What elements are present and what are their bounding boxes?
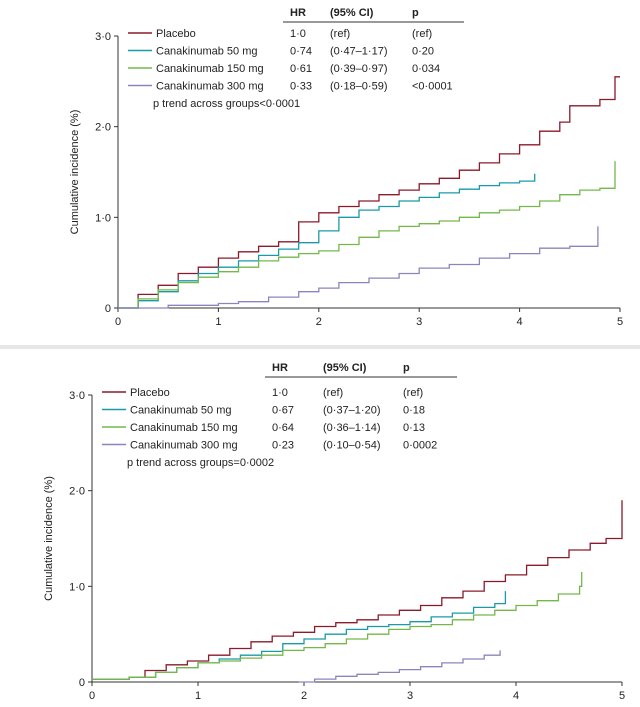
- series-line-placebo: [118, 76, 620, 309]
- legend-ci: (0·47–1·17): [330, 46, 387, 58]
- y-tick-label: 0: [105, 303, 111, 315]
- legend-label: Canakinumab 150 mg: [130, 422, 238, 434]
- legend-ci: (0·37–1·20): [323, 405, 380, 417]
- y-tick-label: 2·0: [95, 122, 111, 134]
- legend-p: 0·20: [412, 46, 434, 58]
- legend-hr: 0·33: [290, 81, 312, 93]
- legend-hr: 0·67: [272, 405, 294, 417]
- legend-label: Placebo: [156, 28, 196, 40]
- legend-label: Canakinumab 50 mg: [156, 46, 258, 58]
- legend-p: (ref): [403, 387, 423, 399]
- legend-p: 0·034: [412, 63, 440, 75]
- y-tick-label: 3·0: [95, 31, 111, 43]
- y-tick-label: 1·0: [69, 581, 85, 593]
- x-tick-label: 5: [619, 690, 625, 702]
- y-axis-label: Cumulative incidence (%): [69, 110, 81, 235]
- series-line-cana300: [118, 226, 599, 309]
- x-tick-label: 3: [416, 316, 422, 328]
- y-axis-label: Cumulative incidence (%): [43, 476, 55, 601]
- y-tick-label: 1·0: [95, 212, 111, 224]
- legend-label: Canakinumab 50 mg: [130, 405, 232, 417]
- series-line-placebo: [92, 500, 623, 680]
- x-tick-label: 4: [517, 316, 523, 328]
- x-tick-label: 5: [617, 316, 623, 328]
- series-line-cana150: [92, 572, 583, 680]
- legend-header-ci: (95% CI): [330, 7, 374, 19]
- legend-header-p: p: [412, 7, 419, 19]
- legend-p: 0·18: [403, 405, 425, 417]
- series-line-cana150: [118, 161, 616, 309]
- legend-ci: (0·10–0·54): [323, 440, 380, 452]
- x-tick-label: 0: [89, 690, 95, 702]
- legend-hr: 0·74: [290, 46, 312, 58]
- legend: HR (95% CI) p Placebo 1·0 (ref) (ref) Canakinum…: [128, 7, 464, 110]
- legend-label: Canakinumab 300 mg: [156, 81, 264, 93]
- legend-hr: 0·61: [290, 63, 312, 75]
- legend-ci: (ref): [323, 387, 343, 399]
- legend-ci: (ref): [330, 28, 350, 40]
- panel-1: 0 1 2 3 4 5 0 1·0 2·0 3·0 Cumulative incidence (%)…: [69, 7, 623, 328]
- series-line-cana50: [92, 591, 507, 680]
- legend-label: Canakinumab 300 mg: [130, 440, 238, 452]
- legend-hr: 1·0: [272, 387, 288, 399]
- legend-ci: (0·36–1·14): [323, 422, 380, 434]
- series-line-cana300: [298, 650, 501, 683]
- legend-ci: (0·18–0·59): [330, 81, 387, 93]
- legend-hr: 0·23: [272, 440, 294, 452]
- legend-label: Canakinumab 150 mg: [156, 63, 264, 75]
- legend-hr: 0·64: [272, 422, 294, 434]
- x-tick-label: 2: [301, 690, 307, 702]
- x-tick-label: 4: [513, 690, 519, 702]
- y-tick-label: 0: [79, 677, 85, 689]
- x-tick-label: 2: [316, 316, 322, 328]
- legend-label: Placebo: [130, 387, 170, 399]
- x-tick-label: 1: [215, 316, 221, 328]
- legend-ci: (0·39–0·97): [330, 63, 387, 75]
- x-tick-label: 3: [407, 690, 413, 702]
- legend-trend: p trend across groups=0·0002: [127, 457, 274, 469]
- panel-divider: [0, 345, 640, 349]
- legend-header-hr: HR: [290, 7, 306, 19]
- legend-p: 0·0002: [403, 440, 437, 452]
- legend: HR (95% CI) p Placebo 1·0 (ref) (ref) Canakinum…: [102, 362, 457, 469]
- y-tick-label: 3·0: [69, 390, 85, 402]
- legend-p: (ref): [412, 28, 432, 40]
- legend-p: 0·13: [403, 422, 425, 434]
- legend-trend: p trend across groups<0·0001: [153, 98, 300, 110]
- x-tick-label: 0: [115, 316, 121, 328]
- legend-p: <0·0001: [412, 81, 453, 93]
- legend-header-hr: HR: [272, 362, 288, 374]
- panel-2: 0 1 2 3 4 5 0 1·0 2·0 3·0 Cumulative incidence (%)…: [43, 362, 625, 702]
- legend-header-ci: (95% CI): [323, 362, 367, 374]
- legend-hr: 1·0: [290, 28, 306, 40]
- legend-header-p: p: [403, 362, 410, 374]
- y-tick-label: 2·0: [69, 486, 85, 498]
- x-tick-label: 1: [195, 690, 201, 702]
